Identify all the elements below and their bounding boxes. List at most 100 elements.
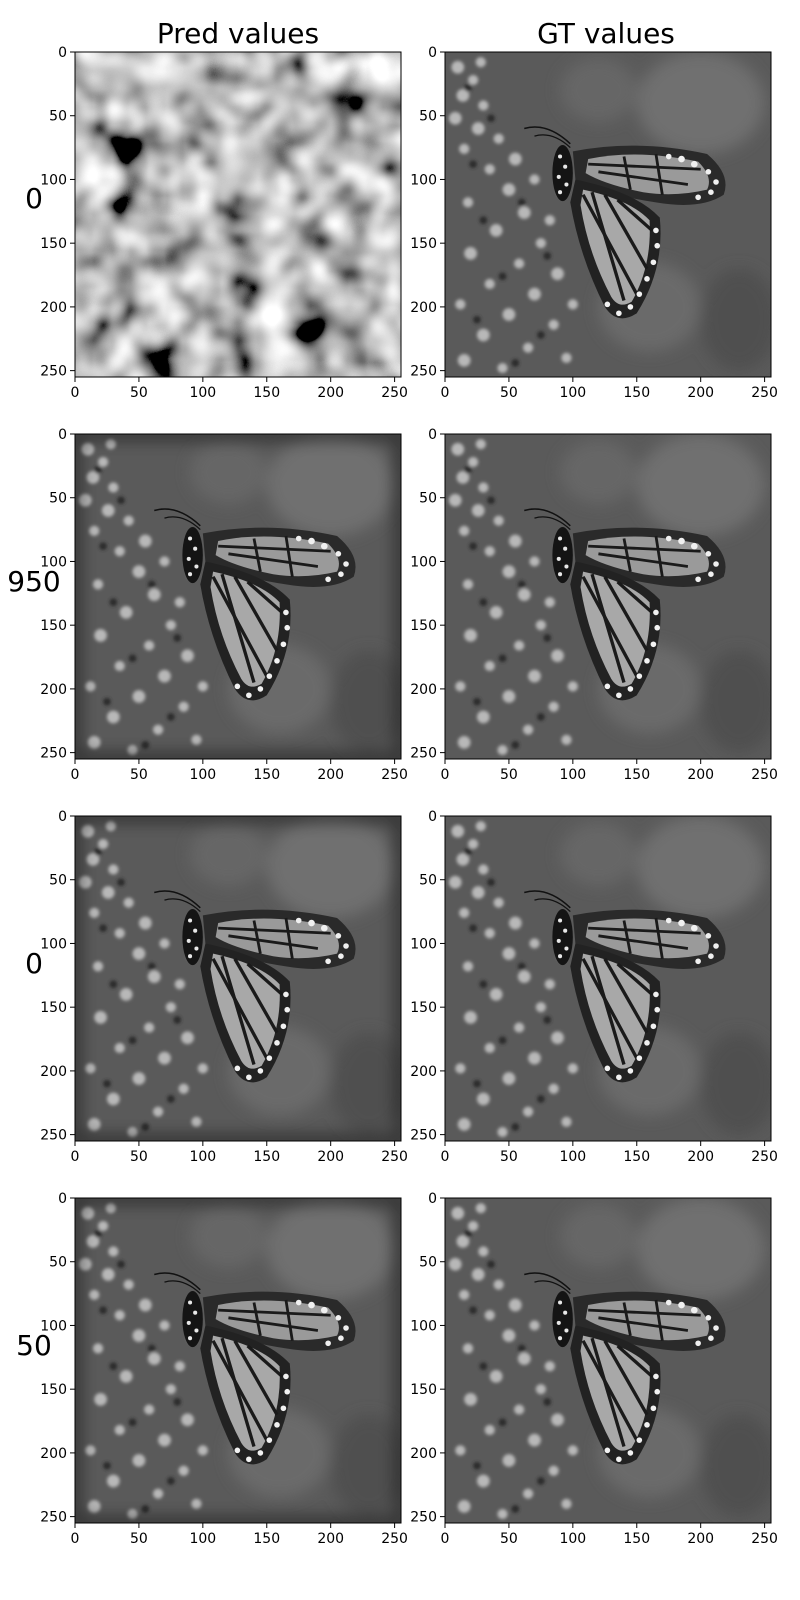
y-tick-label: 0	[58, 427, 67, 443]
y-tick-label: 250	[410, 1510, 437, 1526]
x-tick-label: 0	[71, 1531, 80, 1547]
y-tick-label: 150	[410, 618, 437, 634]
x-tick-label: 150	[623, 385, 650, 401]
y-tick-label: 50	[419, 109, 437, 125]
x-tick-label: 0	[441, 767, 450, 783]
axes-frame	[74, 1197, 402, 1524]
x-tick-label: 200	[317, 385, 344, 401]
noise-image	[75, 52, 401, 377]
column-title-gt: GT values	[537, 17, 675, 50]
y-tick-label: 100	[410, 936, 437, 952]
x-tick-label: 200	[687, 385, 714, 401]
axes-frame	[74, 433, 402, 760]
x-tick-label: 150	[253, 1149, 280, 1165]
butterfly-image	[75, 434, 402, 759]
column-title-pred: Pred values	[157, 17, 319, 50]
x-tick-label: 50	[500, 1531, 518, 1547]
y-tick-label: 250	[410, 1128, 437, 1144]
y-tick-label: 100	[410, 172, 437, 188]
x-tick-label: 50	[500, 767, 518, 783]
x-tick-label: 50	[500, 385, 518, 401]
y-tick-label: 100	[40, 172, 67, 188]
x-tick-label: 150	[623, 1149, 650, 1165]
x-tick-label: 100	[189, 1531, 216, 1547]
butterfly-image	[445, 816, 777, 1141]
x-tick-label: 250	[381, 767, 408, 783]
x-tick-label: 200	[687, 1149, 714, 1165]
y-tick-label: 200	[410, 1446, 437, 1462]
x-tick-label: 50	[130, 1531, 148, 1547]
butterfly-image	[445, 434, 777, 759]
x-tick-label: 150	[253, 767, 280, 783]
y-tick-label: 50	[49, 873, 67, 889]
x-tick-label: 0	[71, 385, 80, 401]
x-tick-label: 200	[317, 1531, 344, 1547]
y-tick-label: 0	[428, 1191, 437, 1207]
y-tick-label: 50	[419, 491, 437, 507]
y-tick-label: 100	[40, 554, 67, 570]
row-label-2: 0	[25, 947, 43, 980]
y-tick-label: 200	[40, 1064, 67, 1080]
y-tick-label: 200	[410, 1064, 437, 1080]
x-tick-label: 100	[189, 385, 216, 401]
row-label-0: 0	[25, 182, 43, 215]
x-tick-label: 150	[623, 1531, 650, 1547]
y-tick-label: 0	[428, 45, 437, 61]
x-tick-label: 0	[441, 1531, 450, 1547]
x-tick-label: 250	[381, 385, 408, 401]
y-tick-label: 0	[58, 809, 67, 825]
x-tick-label: 0	[71, 1149, 80, 1165]
y-tick-label: 150	[40, 618, 67, 634]
y-tick-label: 0	[428, 427, 437, 443]
x-tick-label: 100	[559, 385, 586, 401]
x-tick-label: 50	[500, 1149, 518, 1165]
y-tick-label: 150	[40, 1000, 67, 1016]
x-tick-label: 50	[130, 1149, 148, 1165]
axes-frame	[74, 51, 402, 378]
axes-frame	[444, 1197, 772, 1524]
butterfly-image	[445, 1198, 777, 1523]
y-tick-label: 100	[410, 1318, 437, 1334]
x-tick-label: 100	[189, 1149, 216, 1165]
x-tick-label: 100	[559, 1149, 586, 1165]
y-tick-label: 50	[49, 491, 67, 507]
y-tick-label: 200	[40, 300, 67, 316]
y-tick-label: 50	[419, 1255, 437, 1271]
butterfly-image	[75, 1198, 402, 1523]
y-tick-label: 250	[410, 364, 437, 380]
row-label-3: 50	[16, 1329, 52, 1362]
y-tick-label: 200	[40, 1446, 67, 1462]
x-tick-label: 150	[253, 385, 280, 401]
y-tick-label: 150	[40, 236, 67, 252]
x-tick-label: 150	[623, 767, 650, 783]
x-tick-label: 250	[751, 385, 778, 401]
x-tick-label: 100	[559, 1531, 586, 1547]
y-tick-label: 100	[40, 1318, 67, 1334]
y-tick-label: 250	[40, 746, 67, 762]
axes-frame	[444, 51, 772, 378]
x-tick-label: 200	[317, 767, 344, 783]
axes-frame	[444, 815, 772, 1142]
x-tick-label: 50	[130, 385, 148, 401]
y-tick-label: 150	[410, 236, 437, 252]
y-tick-label: 100	[410, 554, 437, 570]
y-tick-label: 250	[40, 364, 67, 380]
x-tick-label: 100	[189, 767, 216, 783]
x-tick-label: 100	[559, 767, 586, 783]
x-tick-label: 200	[687, 1531, 714, 1547]
x-tick-label: 0	[441, 385, 450, 401]
row-label-1: 950	[7, 565, 60, 598]
y-tick-label: 0	[58, 45, 67, 61]
axes-frame	[74, 815, 402, 1142]
y-tick-label: 0	[428, 809, 437, 825]
y-tick-label: 150	[410, 1000, 437, 1016]
x-tick-label: 200	[317, 1149, 344, 1165]
